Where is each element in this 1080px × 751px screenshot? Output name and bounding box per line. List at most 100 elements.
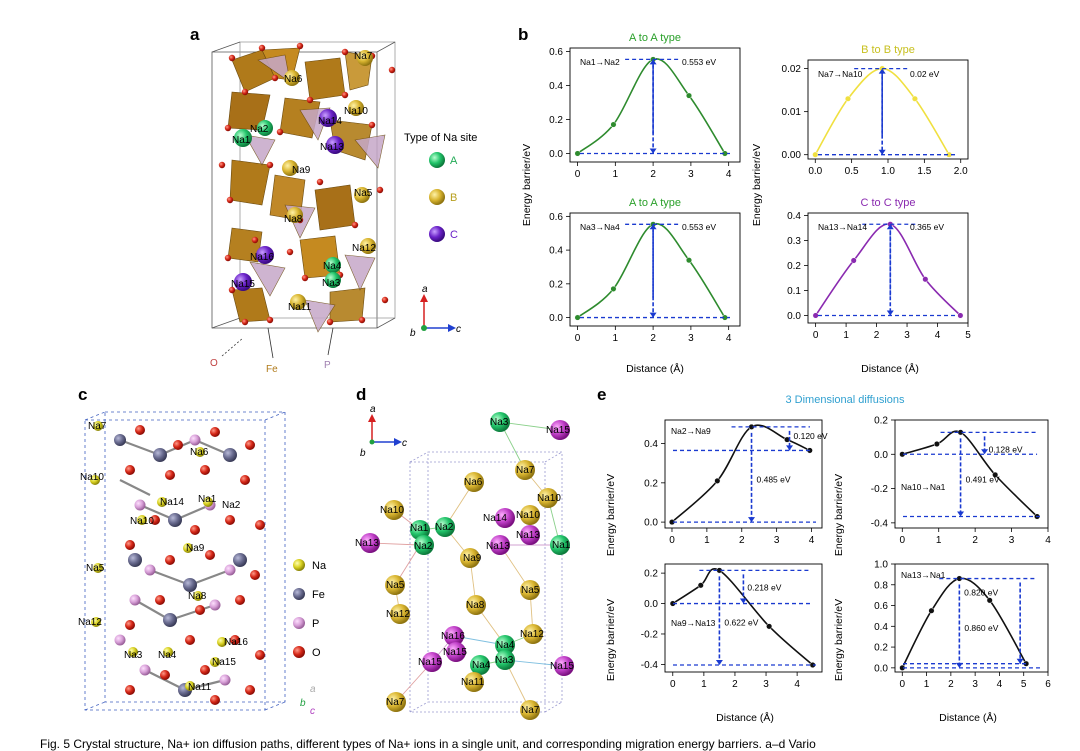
x-tick-label: 5: [965, 330, 971, 341]
y-tick-label: -0.4: [641, 660, 659, 671]
y-tick-label: 0.01: [782, 107, 802, 118]
svg-text:a: a: [370, 404, 376, 415]
x-tick-label: 4: [794, 679, 800, 690]
barrier-arrow-up-head: [878, 68, 886, 74]
x-tick-label: 3: [904, 330, 910, 341]
y-tick-label: 0.0: [787, 311, 801, 322]
legend-swatch-c: [429, 226, 445, 242]
x-tick-label: 4: [997, 679, 1003, 690]
plot-frame: [569, 212, 741, 327]
ylabel-e-bottom-left: Energy barrier/eV: [605, 599, 617, 681]
panel-label-c: c: [78, 385, 87, 404]
na-site-labels-d: Na3 Na15 Na7 Na6 Na10 Na10 Na1 Na2 Na14 …: [355, 417, 574, 716]
svg-text:Na1: Na1: [410, 523, 429, 534]
plot-frame: [894, 419, 1049, 529]
x-tick-label: 2: [948, 679, 954, 690]
plot-frame: [664, 563, 823, 673]
data-point: [766, 623, 773, 630]
panel-label-d: d: [356, 385, 366, 404]
chart-title: A to A type: [629, 32, 681, 44]
y-tick-label: 0.00: [782, 150, 802, 161]
x-tick-label: 0.0: [808, 166, 822, 177]
barrier-arrow-secondary-head: [1016, 658, 1024, 664]
svg-text:Na10: Na10: [537, 493, 561, 504]
label-p: P: [324, 360, 331, 371]
barrier-arrow-main-head: [715, 660, 723, 666]
svg-text:Na2: Na2: [414, 541, 433, 552]
x-tick-label: 0: [669, 535, 675, 546]
x-tick-label: 3: [774, 535, 780, 546]
y-tick-label: 0.4: [787, 211, 801, 222]
plot-frame: [894, 563, 1049, 673]
chart-b3-a-to-a: 0 1 2 3 4 0.0 0.2 0.4 0.6 A to A type Na3→Na4 0.553…: [549, 197, 741, 344]
barrier-label: 0.485 eV: [757, 474, 791, 484]
svg-text:Na15: Na15: [550, 661, 574, 672]
plot-frame: [664, 419, 823, 529]
barrier2-label: 0.128 eV: [989, 444, 1023, 454]
chart-title: A to A type: [629, 197, 681, 209]
x-tick-label: 4: [726, 333, 732, 344]
x-tick-label: 1.0: [881, 166, 895, 177]
data-point: [992, 471, 999, 478]
data-point: [697, 582, 704, 589]
y-tick-label: 0.4: [549, 246, 563, 257]
legend-title: Type of Na site: [404, 132, 477, 144]
svg-text:Na12: Na12: [78, 617, 102, 628]
x-tick-label: 0: [900, 679, 906, 690]
svg-text:Na7: Na7: [521, 705, 540, 716]
y-tick-label: -0.2: [871, 484, 889, 495]
y-tick-label: 0.1: [787, 286, 801, 297]
svg-text:Na5: Na5: [521, 585, 540, 596]
fe-atoms-c: [114, 434, 247, 697]
data-point: [610, 121, 617, 128]
x-tick-label: 3: [763, 679, 769, 690]
label-na7: Na7: [354, 51, 373, 62]
x-tick-label: 1: [936, 535, 942, 546]
svg-text:Na6: Na6: [464, 477, 483, 488]
legend-c-o: O: [312, 647, 321, 659]
data-point: [922, 276, 929, 283]
chart-e2-na10-na1: 0 1 2 3 4 -0.4 -0.2 0.0 0.2 Na10→Na1 0.491 eV 0.128…: [871, 416, 1051, 547]
svg-text:Na1: Na1: [198, 494, 217, 505]
y-tick-label: 0.2: [644, 478, 658, 489]
energy-curve: [577, 58, 726, 155]
figure-caption: Fig. 5 Crystal structure, Na+ ion diffus…: [40, 737, 816, 751]
y-tick-label: 0.2: [787, 261, 801, 272]
y-tick-label: 0.6: [549, 212, 563, 223]
path-label: Na10→Na1: [901, 482, 946, 492]
y-tick-label: 0.2: [644, 569, 658, 580]
svg-text:Na9: Na9: [463, 553, 482, 564]
label-na2: Na2: [250, 124, 269, 135]
na-atoms-d: [360, 412, 574, 720]
svg-text:Na10: Na10: [380, 505, 404, 516]
legend-c-fe: Fe: [312, 589, 325, 601]
path-label: Na7→Na10: [818, 69, 863, 79]
barrier-label: 0.491 eV: [966, 474, 1000, 484]
svg-text:b: b: [360, 448, 366, 459]
barrier-arrow-main-head: [955, 662, 963, 668]
na-atoms-c: [90, 421, 227, 691]
svg-text:Na15: Na15: [546, 425, 570, 436]
svg-text:Na16: Na16: [224, 637, 248, 648]
path-label: Na1→Na2: [580, 57, 620, 67]
ylabel-b-right: Energy barrier/eV: [751, 144, 763, 226]
barrier-arrow-main-head: [957, 511, 965, 517]
chart-b2-b-to-b: 0.0 0.5 1.0 1.5 2.0 0.00 0.01 0.02 B to B type Na…: [782, 44, 969, 177]
svg-text:Na5: Na5: [386, 580, 405, 591]
y-tick-label: -0.4: [871, 518, 889, 529]
x-tick-label: 4: [726, 169, 732, 180]
y-tick-label: 0.6: [874, 601, 888, 612]
label-na1: Na1: [232, 135, 251, 146]
barrier-arrow-down-head: [649, 312, 657, 318]
x-tick-label: 3: [688, 169, 694, 180]
barrier2-label: 0.820 eV: [964, 588, 998, 598]
label-na16: Na16: [250, 252, 274, 263]
ylabel-e-bottom-right: Energy barrier/eV: [833, 599, 845, 681]
barrier-label: 0.622 eV: [724, 618, 758, 628]
svg-text:Na13: Na13: [355, 538, 379, 549]
svg-text:Na1: Na1: [552, 540, 571, 551]
xlabel-b-right: Distance (Å): [861, 362, 919, 375]
data-point: [933, 440, 940, 448]
svg-text:Na4: Na4: [158, 650, 177, 661]
